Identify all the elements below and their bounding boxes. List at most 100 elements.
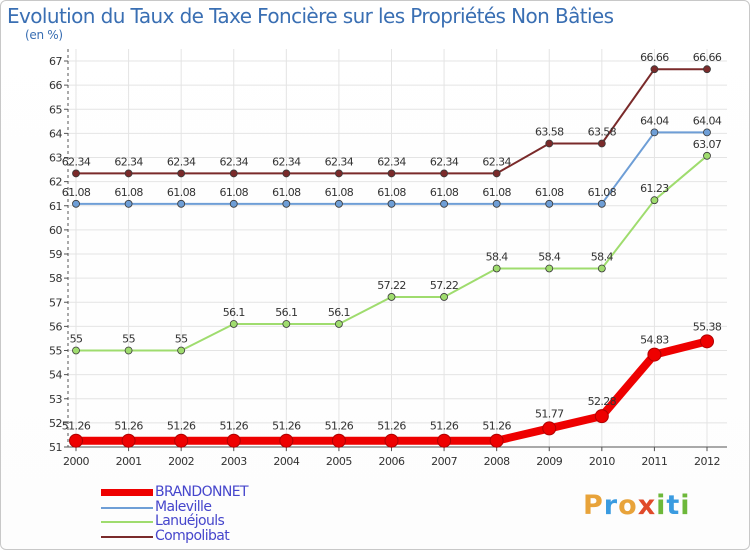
data-label: 61.08 [482, 186, 511, 199]
x-tick-label: 2004 [273, 455, 299, 468]
data-label: 51.26 [377, 420, 406, 433]
x-tick-label: 2007 [431, 455, 457, 468]
data-label: 51.26 [220, 420, 249, 433]
data-point [650, 65, 659, 74]
data-point [597, 264, 606, 273]
y-tick-label: 61 [49, 200, 62, 213]
data-label: 61.23 [640, 182, 669, 195]
data-point [597, 139, 606, 148]
series [69, 65, 714, 448]
data-label: 56.1 [223, 306, 245, 319]
data-point [124, 346, 133, 355]
data-label: 66.66 [693, 51, 722, 64]
y-tick-label: 62 [49, 176, 62, 189]
data-point [387, 169, 396, 178]
data-point [647, 347, 662, 362]
data-label: 66.66 [640, 51, 669, 64]
data-label: 56.1 [275, 306, 297, 319]
data-label: 64.04 [640, 114, 669, 127]
x-tick-label: 2011 [641, 455, 667, 468]
logo-letter: i [680, 490, 691, 521]
y-tick-label: 56 [49, 320, 62, 333]
data-label: 51.26 [325, 420, 354, 433]
y-tick-label: 66 [49, 79, 62, 92]
data-label: 62.34 [62, 155, 91, 168]
y-tick-label: 60 [49, 224, 62, 237]
data-label: 64.04 [693, 114, 722, 127]
data-point [387, 199, 396, 208]
logo-letter: t [666, 490, 681, 521]
data-label: 63.58 [535, 126, 564, 139]
data-point [124, 199, 133, 208]
data-point [282, 320, 291, 328]
data-point [335, 169, 343, 178]
data-label: 62.34 [167, 155, 196, 168]
legend-swatch [101, 506, 153, 509]
data-point [440, 293, 448, 301]
data-point [335, 320, 343, 328]
data-point [492, 264, 501, 273]
data-label: 61.08 [430, 186, 459, 199]
data-point [545, 139, 554, 148]
data-point [72, 199, 80, 208]
logo-letter: i [656, 490, 667, 521]
data-label: 63.07 [693, 138, 722, 151]
data-point [703, 65, 711, 74]
data-label: 51.26 [482, 420, 511, 433]
legend-label: Lanuéjouls [155, 513, 225, 529]
data-point [174, 433, 189, 448]
data-point [335, 199, 343, 208]
x-tick-label: 2002 [168, 455, 194, 468]
data-labels: 62.34 62.34 62.34 62.34 62.34 62.34 62.34 62.34… [62, 51, 723, 433]
data-label: 58.4 [538, 250, 561, 263]
data-label: 57.22 [430, 279, 459, 292]
data-point [72, 346, 80, 355]
logo-letter: P [583, 490, 604, 521]
data-point [492, 199, 501, 208]
data-label: 51.26 [430, 420, 459, 433]
y-tick-label: 67 [49, 55, 62, 68]
x-tick-label: 2006 [379, 455, 405, 468]
x-tick-label: 2012 [694, 455, 720, 468]
data-point [594, 409, 609, 424]
y-tick-label: 55 [49, 345, 62, 358]
y-tick-label: 58 [49, 272, 62, 285]
data-label: 55.38 [693, 320, 722, 333]
data-label: 62.34 [272, 155, 301, 168]
logo-letter: r [603, 490, 619, 521]
legend-label: Maleville [155, 498, 212, 515]
y-tick-label: 65 [49, 103, 62, 116]
logo-letter: x [637, 490, 657, 521]
data-point [545, 264, 554, 273]
data-point [650, 128, 659, 137]
legend-swatch [101, 535, 153, 538]
data-label: 61.08 [272, 186, 301, 199]
data-point [124, 169, 133, 178]
data-point [69, 433, 83, 448]
data-label: 61.08 [62, 186, 91, 199]
data-point [440, 169, 448, 178]
data-point [177, 199, 186, 208]
data-label: 61.08 [114, 186, 143, 199]
data-point [597, 199, 606, 208]
data-point [229, 199, 238, 208]
data-point [492, 169, 501, 178]
chart-title: Evolution du Taux de Taxe Foncière sur l… [7, 4, 614, 28]
data-label: 63.58 [588, 126, 617, 139]
x-tick-label: 2001 [116, 455, 142, 468]
y-tick-label: 53 [49, 393, 62, 406]
data-label: 55 [70, 333, 83, 346]
x-tick-label: 2000 [63, 455, 89, 468]
data-label: 62.34 [430, 155, 459, 168]
data-point [703, 151, 711, 160]
data-label: 61.08 [588, 186, 617, 199]
y-tick-label: 51 [49, 441, 62, 454]
y-tick-label: 59 [49, 248, 62, 261]
proxiti-logo[interactable]: Proxiti [583, 490, 691, 521]
legend-swatch [101, 489, 153, 496]
data-label: 51.26 [62, 420, 91, 433]
data-label: 56.1 [328, 306, 350, 319]
data-point [440, 199, 448, 208]
data-label: 61.08 [325, 186, 354, 199]
